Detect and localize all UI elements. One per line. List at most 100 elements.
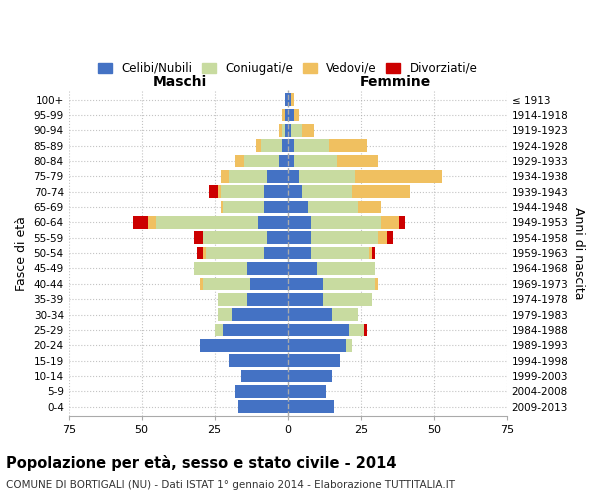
Bar bbox=[287, 400, 334, 413]
Bar bbox=[364, 324, 367, 336]
Bar bbox=[259, 216, 287, 228]
Bar bbox=[279, 154, 287, 168]
Bar bbox=[398, 216, 404, 228]
Bar bbox=[287, 140, 293, 152]
Bar bbox=[290, 124, 302, 136]
Bar bbox=[250, 278, 287, 290]
Bar bbox=[287, 247, 311, 260]
Bar bbox=[381, 216, 398, 228]
Bar bbox=[378, 232, 387, 244]
Bar bbox=[287, 354, 340, 367]
Y-axis label: Fasce di età: Fasce di età bbox=[15, 216, 28, 290]
Text: Maschi: Maschi bbox=[152, 75, 207, 89]
Legend: Celibi/Nubili, Coniugati/e, Vedovi/e, Divorziati/e: Celibi/Nubili, Coniugati/e, Vedovi/e, Di… bbox=[93, 57, 482, 80]
Bar bbox=[287, 216, 311, 228]
Bar bbox=[331, 308, 358, 321]
Bar bbox=[247, 262, 287, 275]
Bar bbox=[200, 339, 287, 351]
Bar bbox=[287, 93, 290, 106]
Bar bbox=[287, 293, 323, 306]
Bar bbox=[194, 262, 247, 275]
Bar bbox=[218, 293, 247, 306]
Bar bbox=[370, 247, 373, 260]
Bar bbox=[218, 308, 232, 321]
Bar bbox=[203, 247, 206, 260]
Bar bbox=[265, 201, 287, 213]
Bar bbox=[218, 186, 221, 198]
Bar bbox=[232, 308, 287, 321]
Bar bbox=[279, 124, 282, 136]
Bar bbox=[346, 339, 352, 351]
Bar bbox=[267, 232, 287, 244]
Bar bbox=[148, 216, 156, 228]
Bar bbox=[329, 140, 367, 152]
Bar bbox=[308, 201, 358, 213]
Bar bbox=[203, 278, 250, 290]
Bar bbox=[311, 232, 378, 244]
Bar bbox=[323, 278, 376, 290]
Bar bbox=[133, 216, 148, 228]
Bar bbox=[203, 232, 267, 244]
Bar bbox=[287, 308, 331, 321]
Bar bbox=[229, 170, 267, 182]
Bar bbox=[209, 186, 218, 198]
Bar bbox=[293, 140, 329, 152]
Bar bbox=[282, 124, 285, 136]
Bar bbox=[267, 170, 287, 182]
Bar bbox=[194, 232, 203, 244]
Bar bbox=[287, 154, 293, 168]
Bar bbox=[287, 108, 293, 121]
Bar bbox=[355, 170, 442, 182]
Bar bbox=[293, 154, 337, 168]
Bar bbox=[287, 201, 308, 213]
Bar bbox=[285, 93, 287, 106]
Bar bbox=[221, 201, 223, 213]
Bar bbox=[206, 247, 265, 260]
Bar bbox=[262, 140, 282, 152]
Bar bbox=[235, 154, 244, 168]
Bar bbox=[223, 324, 287, 336]
Bar bbox=[323, 293, 373, 306]
Bar bbox=[200, 278, 203, 290]
Bar bbox=[221, 170, 229, 182]
Bar bbox=[387, 232, 393, 244]
Bar bbox=[287, 339, 346, 351]
Bar bbox=[244, 154, 279, 168]
Bar bbox=[352, 186, 410, 198]
Bar bbox=[287, 278, 323, 290]
Bar bbox=[215, 324, 223, 336]
Bar bbox=[285, 108, 287, 121]
Bar bbox=[293, 108, 299, 121]
Text: Femmine: Femmine bbox=[360, 75, 431, 89]
Bar bbox=[311, 216, 381, 228]
Text: Popolazione per età, sesso e stato civile - 2014: Popolazione per età, sesso e stato civil… bbox=[6, 455, 397, 471]
Text: COMUNE DI BORTIGALI (NU) - Dati ISTAT 1° gennaio 2014 - Elaborazione TUTTITALIA.: COMUNE DI BORTIGALI (NU) - Dati ISTAT 1°… bbox=[6, 480, 455, 490]
Bar bbox=[302, 124, 314, 136]
Bar bbox=[287, 324, 349, 336]
Bar bbox=[287, 124, 290, 136]
Bar bbox=[311, 247, 370, 260]
Bar bbox=[287, 385, 326, 398]
Bar bbox=[287, 170, 299, 182]
Bar bbox=[235, 385, 287, 398]
Bar bbox=[290, 93, 293, 106]
Bar bbox=[247, 293, 287, 306]
Bar bbox=[241, 370, 287, 382]
Bar bbox=[229, 354, 287, 367]
Bar bbox=[337, 154, 378, 168]
Bar bbox=[282, 140, 287, 152]
Bar bbox=[221, 186, 265, 198]
Bar bbox=[285, 124, 287, 136]
Bar bbox=[156, 216, 259, 228]
Bar bbox=[376, 278, 378, 290]
Bar bbox=[238, 400, 287, 413]
Y-axis label: Anni di nascita: Anni di nascita bbox=[572, 207, 585, 300]
Bar bbox=[302, 186, 352, 198]
Bar bbox=[299, 170, 355, 182]
Bar bbox=[265, 247, 287, 260]
Bar bbox=[373, 247, 376, 260]
Bar bbox=[317, 262, 376, 275]
Bar bbox=[287, 262, 317, 275]
Bar bbox=[349, 324, 364, 336]
Bar bbox=[358, 201, 381, 213]
